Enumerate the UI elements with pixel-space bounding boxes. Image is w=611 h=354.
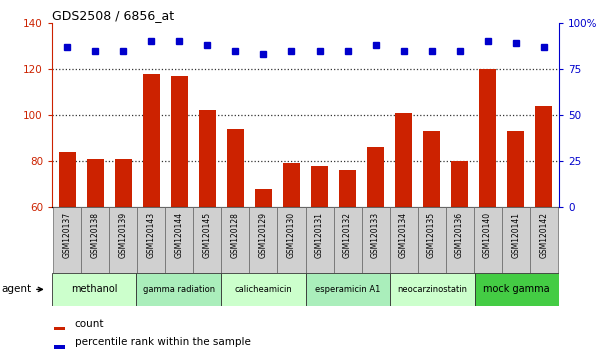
Text: GSM120140: GSM120140 — [483, 212, 492, 258]
Text: agent: agent — [1, 284, 42, 295]
Bar — [367, 147, 384, 207]
Text: GSM120139: GSM120139 — [119, 212, 128, 258]
Text: mock gamma: mock gamma — [483, 284, 550, 295]
Bar — [475, 273, 559, 306]
Text: GSM120131: GSM120131 — [315, 212, 324, 258]
Bar — [311, 166, 328, 207]
Bar — [277, 207, 306, 273]
Text: GSM120130: GSM120130 — [287, 212, 296, 258]
Bar — [507, 131, 524, 207]
Bar — [283, 164, 300, 207]
Bar — [502, 207, 530, 273]
Text: GSM120129: GSM120129 — [259, 212, 268, 258]
Text: GSM120134: GSM120134 — [399, 212, 408, 258]
Bar — [249, 207, 277, 273]
Text: GSM120137: GSM120137 — [63, 212, 72, 258]
Text: percentile rank within the sample: percentile rank within the sample — [75, 337, 251, 347]
Text: count: count — [75, 319, 104, 329]
Bar — [137, 207, 166, 273]
Bar — [445, 207, 474, 273]
Bar — [306, 207, 334, 273]
Text: GSM120128: GSM120128 — [231, 212, 240, 258]
Text: GSM120133: GSM120133 — [371, 212, 380, 258]
Bar — [227, 129, 244, 207]
Text: neocarzinostatin: neocarzinostatin — [397, 285, 467, 294]
Bar — [423, 131, 440, 207]
Bar — [81, 207, 109, 273]
Text: GSM120143: GSM120143 — [147, 212, 156, 258]
Bar — [474, 207, 502, 273]
Bar — [171, 76, 188, 207]
Bar — [479, 69, 496, 207]
Bar — [194, 207, 221, 273]
Bar — [59, 152, 76, 207]
Text: GSM120136: GSM120136 — [455, 212, 464, 258]
Bar — [136, 273, 221, 306]
Text: esperamicin A1: esperamicin A1 — [315, 285, 381, 294]
Text: methanol: methanol — [71, 284, 117, 295]
Text: calicheamicin: calicheamicin — [235, 285, 292, 294]
Text: GSM120138: GSM120138 — [91, 212, 100, 258]
Bar — [221, 273, 306, 306]
Bar — [87, 159, 104, 207]
Text: GSM120145: GSM120145 — [203, 212, 212, 258]
Bar — [143, 74, 160, 207]
Text: GSM120142: GSM120142 — [539, 212, 548, 258]
Bar — [417, 207, 445, 273]
Bar — [334, 207, 362, 273]
Bar — [535, 106, 552, 207]
Bar — [395, 113, 412, 207]
Bar — [255, 189, 272, 207]
Bar — [390, 273, 475, 306]
Text: GSM120141: GSM120141 — [511, 212, 520, 258]
Bar — [339, 170, 356, 207]
Bar — [109, 207, 137, 273]
Bar — [53, 207, 81, 273]
Bar — [530, 207, 558, 273]
Bar — [390, 207, 417, 273]
Bar — [115, 159, 132, 207]
Bar — [52, 273, 136, 306]
Bar — [221, 207, 249, 273]
Bar — [451, 161, 468, 207]
Bar — [54, 346, 65, 349]
Bar — [362, 207, 390, 273]
Text: GSM120135: GSM120135 — [427, 212, 436, 258]
Bar — [166, 207, 194, 273]
Bar — [54, 327, 65, 330]
Text: GSM120132: GSM120132 — [343, 212, 352, 258]
Bar — [306, 273, 390, 306]
Text: gamma radiation: gamma radiation — [142, 285, 215, 294]
Text: GDS2508 / 6856_at: GDS2508 / 6856_at — [52, 9, 174, 22]
Bar — [199, 110, 216, 207]
Text: GSM120144: GSM120144 — [175, 212, 184, 258]
